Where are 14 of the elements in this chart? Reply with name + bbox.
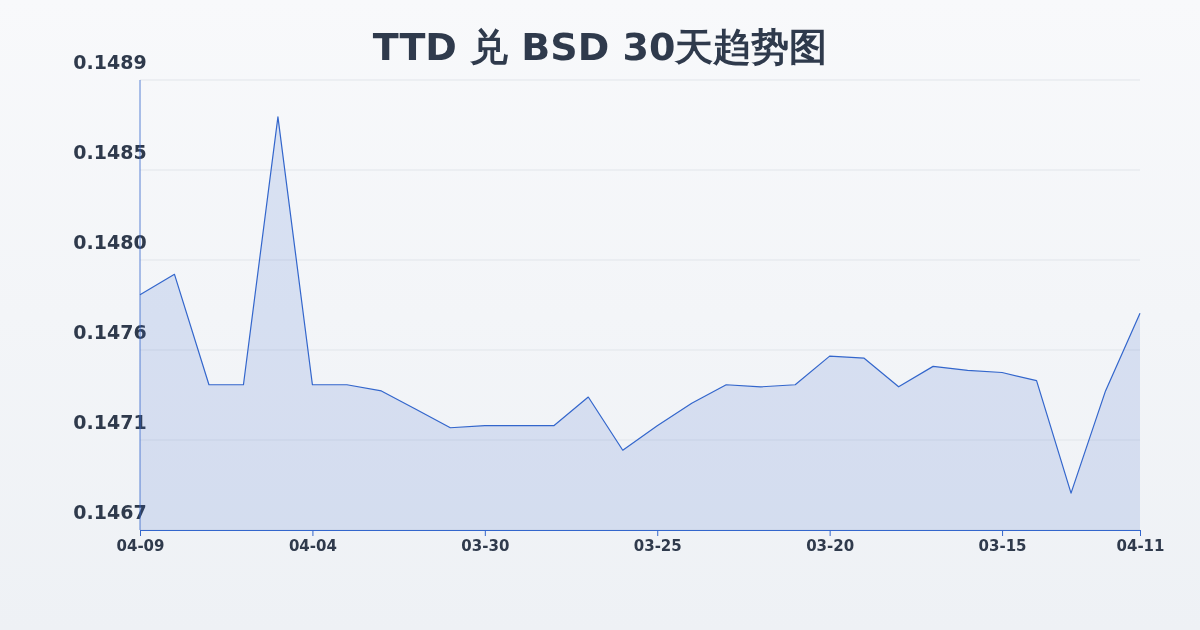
y-tick-label: 0.1489 xyxy=(73,51,147,74)
x-tick-label: 03-20 xyxy=(806,537,855,555)
y-tick-label: 0.1467 xyxy=(73,501,147,524)
y-tick-label: 0.1476 xyxy=(73,321,147,344)
x-tick-label: 03-25 xyxy=(633,537,682,555)
x-tick-label: 04-09 xyxy=(116,537,165,555)
y-tick-label: 0.1480 xyxy=(73,231,147,254)
x-tick-label: 04-11 xyxy=(1116,537,1165,555)
x-tick-label: 03-30 xyxy=(461,537,510,555)
x-tick-label: 03-15 xyxy=(978,537,1027,555)
y-tick-label: 0.1471 xyxy=(73,411,147,434)
x-tick-label: 04-04 xyxy=(288,537,337,555)
y-tick-label: 0.1485 xyxy=(73,141,147,164)
chart-title: TTD 兑 BSD 30天趋势图 xyxy=(372,25,828,69)
